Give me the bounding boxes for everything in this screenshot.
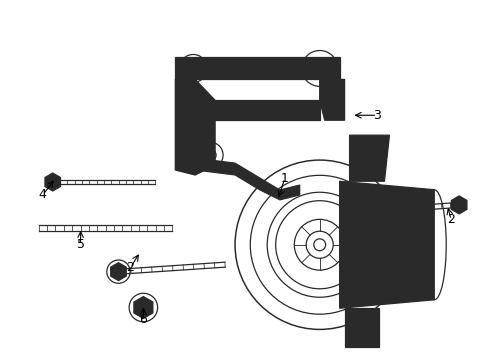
- Polygon shape: [45, 173, 61, 191]
- Text: 2: 2: [126, 261, 134, 274]
- Text: 5: 5: [77, 238, 84, 251]
- Polygon shape: [450, 196, 466, 214]
- Polygon shape: [110, 263, 126, 280]
- Polygon shape: [319, 80, 344, 120]
- Polygon shape: [210, 100, 319, 120]
- Polygon shape: [339, 181, 433, 308]
- Polygon shape: [134, 297, 153, 319]
- Polygon shape: [175, 80, 215, 175]
- Text: 1: 1: [280, 171, 288, 185]
- Text: 6: 6: [139, 313, 147, 326]
- Text: 3: 3: [373, 109, 381, 122]
- Polygon shape: [349, 135, 388, 181]
- Polygon shape: [175, 58, 339, 80]
- Text: 4: 4: [39, 188, 47, 202]
- Polygon shape: [344, 308, 379, 347]
- Text: 2: 2: [447, 213, 454, 226]
- Polygon shape: [195, 158, 299, 200]
